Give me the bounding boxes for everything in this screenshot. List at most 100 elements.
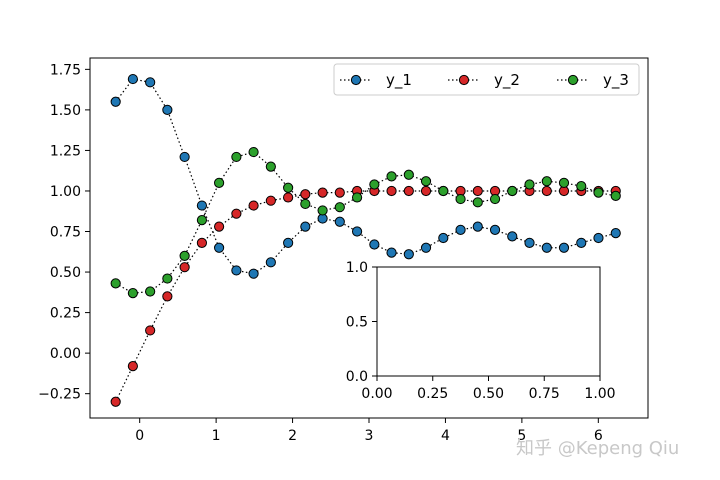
data-point (248, 268, 259, 279)
data-point (110, 278, 121, 289)
data-point (127, 73, 138, 85)
data-point (420, 242, 432, 253)
main-axes: 0 1 2 3 4 5 6 −0.25 0.00 0.25 0.50 0.75 1.00 1.25 1.5… (38, 57, 649, 444)
data-point (179, 262, 190, 273)
data-point (386, 185, 397, 197)
legend-label: y_3 (603, 71, 629, 90)
data-point (455, 193, 466, 205)
data-point (455, 224, 466, 235)
data-point (265, 257, 276, 268)
inset-plot-frame (376, 266, 601, 377)
data-point (403, 249, 414, 260)
data-point (472, 185, 483, 197)
data-point (162, 291, 173, 302)
inset-x-tick-label: 0.25 (417, 386, 448, 402)
legend-marker (458, 74, 470, 86)
inset-y-tick-label: 1.0 (346, 260, 368, 276)
legend-entry: y_3 (557, 71, 629, 90)
data-point (524, 179, 535, 190)
data-point (351, 226, 363, 237)
data-point (472, 197, 483, 208)
data-point (231, 208, 242, 219)
legend-box (333, 63, 640, 96)
series-y3 (110, 146, 621, 299)
x-tick-label: 3 (365, 428, 374, 444)
data-point (127, 361, 138, 372)
data-point (541, 176, 552, 187)
data-point (438, 232, 449, 244)
data-point (248, 200, 259, 211)
legend-entry: y_2 (448, 71, 520, 90)
data-point (162, 273, 173, 284)
data-point (214, 242, 225, 253)
data-point (576, 181, 587, 192)
y-tick-label: 0.50 (50, 265, 81, 281)
data-point (110, 96, 121, 107)
data-point (610, 228, 621, 239)
data-point (403, 185, 414, 197)
y-tick-label: 1.75 (50, 62, 81, 78)
inset-x-axis: 0.00 0.25 0.50 0.75 1.00 (361, 376, 616, 402)
data-point (145, 77, 156, 88)
y-tick-label: 0.75 (50, 225, 81, 241)
data-point (541, 185, 552, 197)
data-point (231, 265, 242, 276)
inset-y-axis: 0.0 0.5 1.0 (346, 260, 377, 385)
data-point (179, 250, 190, 261)
y-tick-label: −0.25 (38, 387, 81, 403)
inset-axes: 0.00 0.25 0.50 0.75 1.00 0.0 0.5 1.0 (346, 260, 616, 402)
legend: y_1 y_2 y_3 (333, 63, 640, 96)
main-x-axis: 0 1 2 3 4 5 6 (135, 418, 603, 444)
data-point (576, 237, 587, 248)
data-point (214, 221, 225, 232)
x-tick-label: 5 (517, 428, 526, 444)
data-point (317, 187, 328, 198)
y-tick-label: 1.25 (50, 143, 81, 159)
data-point (145, 325, 156, 336)
data-point (541, 242, 552, 253)
x-tick-label: 6 (594, 428, 603, 444)
legend-label: y_2 (494, 71, 520, 90)
main-series-group (110, 73, 621, 407)
data-point (317, 205, 328, 216)
data-point (403, 169, 414, 180)
y-tick-label: 1.00 (50, 184, 81, 200)
data-point (524, 237, 535, 248)
watermark-text: 知乎 @Kepeng Qiu (516, 438, 679, 459)
data-point (145, 286, 156, 297)
data-point (386, 247, 397, 258)
data-point (351, 192, 363, 203)
inset-x-tick-label: 0.75 (529, 386, 560, 402)
data-point (334, 216, 345, 227)
data-point (593, 187, 604, 198)
data-point (386, 171, 397, 182)
legend-entry: y_1 (340, 71, 412, 90)
data-point (196, 215, 208, 226)
data-point (507, 185, 518, 197)
data-point (265, 161, 276, 172)
inset-x-tick-label: 0.00 (361, 386, 392, 402)
main-y-axis: −0.25 0.00 0.25 0.50 0.75 1.00 1.25 1.50 1.75 (38, 62, 90, 403)
data-point (214, 177, 225, 188)
legend-label: y_1 (386, 71, 412, 90)
data-point (369, 179, 380, 190)
data-point (558, 177, 570, 188)
legend-marker (350, 74, 362, 86)
x-tick-label: 4 (441, 428, 450, 444)
data-point (231, 151, 242, 163)
inset-y-tick-label: 0.5 (346, 315, 368, 331)
data-point (300, 198, 311, 210)
data-point (558, 242, 570, 253)
data-point (334, 202, 345, 213)
x-tick-label: 0 (135, 428, 144, 444)
data-point (489, 193, 501, 205)
y-tick-label: 1.50 (50, 103, 81, 119)
data-point (472, 221, 483, 232)
data-point (369, 239, 380, 250)
data-point (162, 104, 173, 115)
data-point (420, 176, 432, 187)
data-point (489, 224, 501, 235)
data-point (334, 187, 345, 198)
data-point (283, 192, 294, 203)
